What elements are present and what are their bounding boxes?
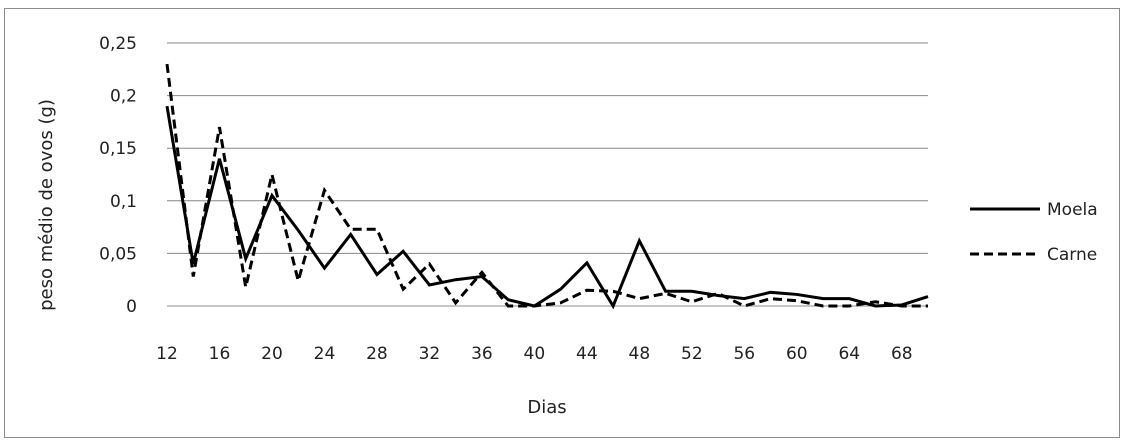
legend: Moela Carne [970, 200, 1098, 265]
series-lines [165, 63, 929, 310]
x-tick-label: 12 [156, 344, 178, 364]
series-line-moela [165, 105, 929, 310]
y-tick-label: 0,15 [99, 139, 137, 159]
x-tick-label: 16 [209, 344, 231, 364]
y-axis-ticks: 0 0,05 0,1 0,15 0,2 0,25 [99, 34, 137, 317]
x-tick-label: 40 [524, 344, 546, 364]
x-tick-label: 28 [366, 344, 388, 364]
chart-frame [4, 8, 1120, 438]
grid-lines [167, 42, 928, 307]
y-tick-label: 0 [126, 297, 137, 317]
legend-label-moela: Moela [1047, 200, 1098, 220]
x-tick-label: 36 [471, 344, 493, 364]
y-axis-title: peso médio de ovos (g) [36, 99, 57, 311]
x-axis-ticks: 12 16 20 24 28 32 36 40 44 48 52 56 60 64 68 [156, 344, 912, 364]
series-line-carne [165, 63, 928, 308]
x-tick-label: 24 [314, 344, 336, 364]
x-tick-label: 20 [261, 344, 283, 364]
x-tick-label: 64 [838, 344, 860, 364]
x-tick-label: 60 [786, 344, 808, 364]
x-tick-label: 32 [419, 344, 441, 364]
x-axis-title: Dias [527, 397, 566, 418]
x-tick-label: 52 [681, 344, 703, 364]
legend-label-carne: Carne [1047, 245, 1097, 265]
y-tick-label: 0,05 [99, 244, 137, 264]
x-tick-label: 68 [891, 344, 913, 364]
x-tick-label: 56 [733, 344, 755, 364]
x-tick-label: 44 [576, 344, 598, 364]
y-tick-label: 0,25 [99, 34, 137, 54]
x-tick-label: 48 [629, 344, 651, 364]
y-tick-label: 0,2 [110, 87, 137, 107]
y-tick-label: 0,1 [110, 192, 137, 212]
